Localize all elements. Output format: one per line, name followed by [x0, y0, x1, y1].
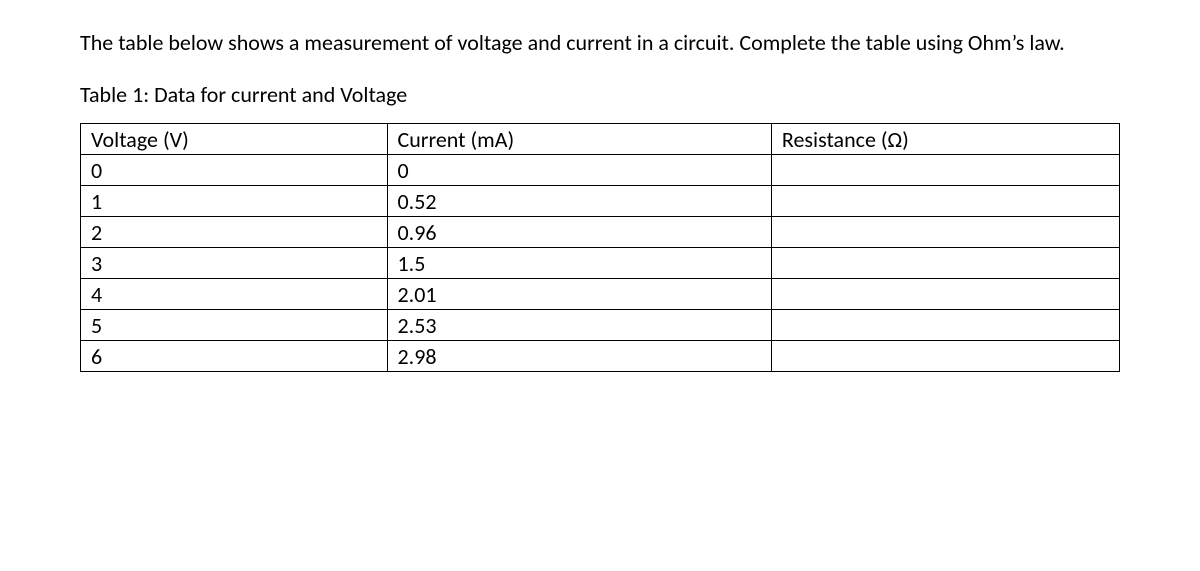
cell-current: 1.5 — [387, 248, 771, 279]
cell-voltage: 2 — [81, 217, 388, 248]
cell-current: 2.01 — [387, 279, 771, 310]
cell-voltage: 4 — [81, 279, 388, 310]
cell-voltage: 6 — [81, 341, 388, 372]
cell-resistance — [771, 155, 1119, 186]
table-row: 4 2.01 — [81, 279, 1120, 310]
cell-voltage: 3 — [81, 248, 388, 279]
table-caption: Table 1: Data for current and Voltage — [80, 80, 1120, 110]
table-row: 6 2.98 — [81, 341, 1120, 372]
data-table: Voltage (V) Current (mA) Resistance (Ω) … — [80, 123, 1120, 372]
page: The table below shows a measurement of v… — [0, 0, 1200, 571]
cell-resistance — [771, 341, 1119, 372]
table-row: 3 1.5 — [81, 248, 1120, 279]
table-row: 2 0.96 — [81, 217, 1120, 248]
cell-resistance — [771, 186, 1119, 217]
table-header-row: Voltage (V) Current (mA) Resistance (Ω) — [81, 124, 1120, 155]
cell-current: 0 — [387, 155, 771, 186]
col-header-current: Current (mA) — [387, 124, 771, 155]
cell-resistance — [771, 248, 1119, 279]
table-row: 1 0.52 — [81, 186, 1120, 217]
table-row: 0 0 — [81, 155, 1120, 186]
cell-resistance — [771, 217, 1119, 248]
cell-current: 2.53 — [387, 310, 771, 341]
cell-resistance — [771, 279, 1119, 310]
table-row: 5 2.53 — [81, 310, 1120, 341]
cell-voltage: 0 — [81, 155, 388, 186]
cell-resistance — [771, 310, 1119, 341]
cell-current: 0.96 — [387, 217, 771, 248]
cell-voltage: 1 — [81, 186, 388, 217]
cell-current: 0.52 — [387, 186, 771, 217]
intro-paragraph: The table below shows a measurement of v… — [80, 28, 1120, 58]
cell-voltage: 5 — [81, 310, 388, 341]
col-header-resistance: Resistance (Ω) — [771, 124, 1119, 155]
cell-current: 2.98 — [387, 341, 771, 372]
col-header-voltage: Voltage (V) — [81, 124, 388, 155]
